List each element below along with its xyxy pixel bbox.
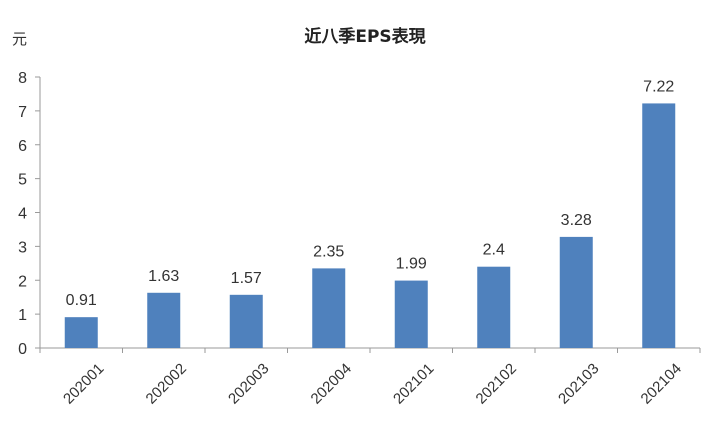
axes (39, 77, 700, 349)
bar-202103 (559, 236, 593, 348)
data-label: 3.28 (561, 212, 592, 229)
x-ticks: 202001 202002 202003 202004 202101 202102 2021… (39, 348, 701, 408)
x-tick-label: 202104 (638, 360, 685, 407)
data-label: 2.4 (483, 242, 505, 259)
bar-202102 (477, 266, 511, 348)
data-labels: 0.91 1.63 1.57 2.35 1.99 2.4 3.28 7.22 (66, 78, 675, 309)
bar-202003 (229, 294, 263, 348)
y-ticks: 0 1 2 3 4 5 6 7 8 (18, 70, 40, 358)
x-tick-label: 202102 (473, 360, 520, 407)
y-tick-label: 4 (18, 206, 27, 223)
chart-title: 近八季EPS表現 (304, 26, 425, 47)
y-tick-label: 7 (18, 104, 27, 121)
x-tick-label: 202103 (555, 360, 602, 407)
y-tick-label: 2 (18, 273, 27, 290)
x-tick-label: 202003 (225, 360, 272, 407)
y-tick-label: 6 (18, 138, 27, 155)
bar-202101 (394, 280, 428, 348)
y-tick-label: 1 (18, 307, 27, 324)
data-label: 0.91 (66, 292, 97, 309)
bar-202001 (64, 317, 98, 348)
bars (64, 103, 676, 348)
data-label: 1.99 (396, 256, 427, 273)
x-tick-label: 202101 (390, 360, 437, 407)
y-tick-label: 5 (18, 172, 27, 189)
y-axis-unit-label: 元 (12, 30, 27, 48)
y-tick-label: 0 (18, 341, 27, 358)
data-label: 1.57 (231, 270, 262, 287)
bar-202104 (642, 103, 676, 348)
data-label: 1.63 (148, 268, 179, 285)
x-tick-label: 202004 (308, 360, 355, 407)
data-label: 2.35 (313, 243, 344, 260)
x-tick-label: 202001 (60, 360, 107, 407)
data-label: 7.22 (643, 78, 674, 95)
bar-202004 (312, 268, 346, 348)
x-tick-label: 202002 (143, 360, 190, 407)
y-tick-label: 8 (18, 70, 27, 87)
y-tick-label: 3 (18, 239, 27, 256)
bar-202002 (147, 292, 181, 348)
